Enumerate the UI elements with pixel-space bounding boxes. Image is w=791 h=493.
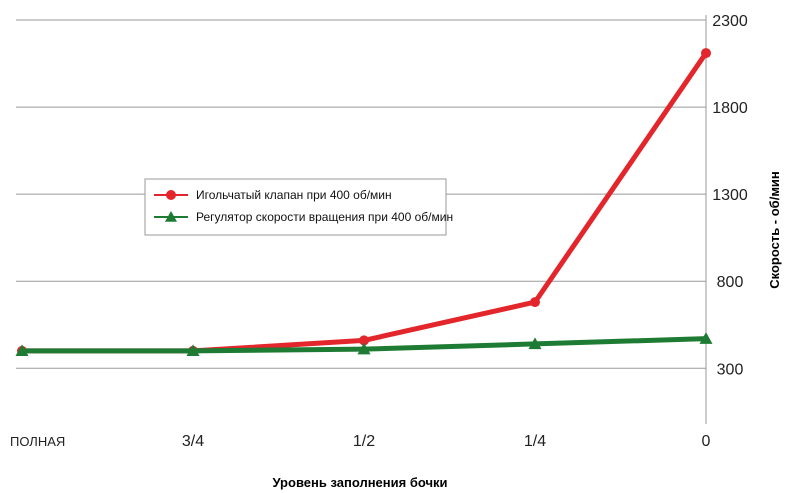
- data-point: [699, 332, 713, 344]
- legend-box: [144, 178, 447, 236]
- x-axis-title: Уровень заполнения бочки: [272, 475, 447, 490]
- x-tick-label: 1/4: [524, 433, 546, 450]
- y-tick-label: 300: [717, 361, 744, 378]
- x-tick-label: 1/2: [353, 433, 375, 450]
- data-point: [701, 48, 711, 59]
- x-tick-label: 3/4: [182, 433, 204, 450]
- legend-marker: [165, 211, 177, 222]
- data-point: [528, 337, 542, 350]
- legend-marker: [166, 190, 176, 200]
- legend-label: Игольчатый клапан при 400 об/мин: [196, 188, 392, 202]
- x-tick-labels: ПОЛНАЯ 3/4 1/2 1/4 0: [10, 433, 711, 450]
- y-tick-label: 1800: [712, 100, 748, 117]
- y-tick-labels: 300 800 1300 1800 2300: [712, 13, 748, 378]
- x-tick-label: ПОЛНАЯ: [10, 434, 65, 449]
- data-point: [530, 297, 540, 308]
- x-tick-label: 0: [702, 433, 711, 450]
- legend: Игольчатый клапан при 400 об/мин Регулято…: [144, 178, 453, 236]
- y-axis-title: Скорость - об/мин: [767, 171, 782, 289]
- legend-label: Регулятор скорости вращения при 400 об/м…: [196, 210, 453, 224]
- y-tick-label: 2300: [712, 13, 748, 30]
- y-tick-label: 1300: [712, 187, 748, 204]
- y-tick-label: 800: [717, 274, 744, 291]
- data-point: [357, 342, 371, 355]
- data-point: [186, 344, 200, 357]
- series-2: [15, 332, 713, 357]
- legend-item: Регулятор скорости вращения при 400 об/м…: [154, 210, 453, 224]
- data-point: [15, 344, 29, 357]
- series: [15, 48, 713, 357]
- data-point: [359, 335, 369, 346]
- legend-item: Игольчатый клапан при 400 об/мин: [154, 188, 392, 202]
